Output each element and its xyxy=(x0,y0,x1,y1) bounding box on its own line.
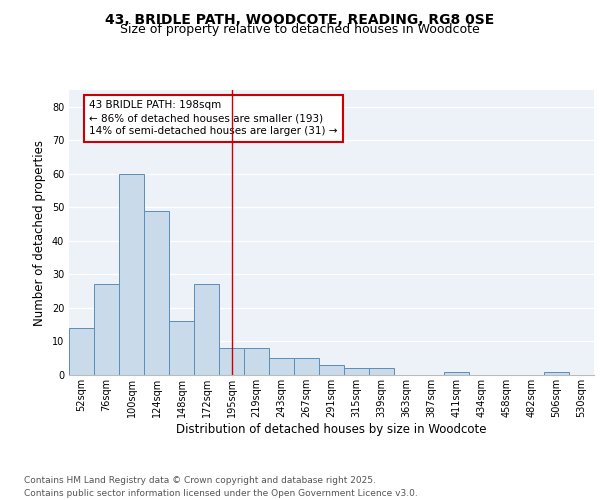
Bar xyxy=(344,368,369,375)
Bar xyxy=(169,322,194,375)
Bar xyxy=(444,372,469,375)
Bar xyxy=(69,328,94,375)
Y-axis label: Number of detached properties: Number of detached properties xyxy=(33,140,46,326)
Bar xyxy=(319,365,344,375)
Bar xyxy=(369,368,394,375)
Bar xyxy=(119,174,144,375)
Bar xyxy=(144,210,169,375)
Bar xyxy=(94,284,119,375)
Bar xyxy=(544,372,569,375)
Bar xyxy=(294,358,319,375)
Bar xyxy=(194,284,219,375)
X-axis label: Distribution of detached houses by size in Woodcote: Distribution of detached houses by size … xyxy=(176,422,487,436)
Text: 43 BRIDLE PATH: 198sqm
← 86% of detached houses are smaller (193)
14% of semi-de: 43 BRIDLE PATH: 198sqm ← 86% of detached… xyxy=(89,100,337,136)
Bar xyxy=(219,348,244,375)
Text: Size of property relative to detached houses in Woodcote: Size of property relative to detached ho… xyxy=(120,24,480,36)
Bar xyxy=(269,358,294,375)
Bar xyxy=(244,348,269,375)
Text: 43, BRIDLE PATH, WOODCOTE, READING, RG8 0SE: 43, BRIDLE PATH, WOODCOTE, READING, RG8 … xyxy=(106,12,494,26)
Text: Contains HM Land Registry data © Crown copyright and database right 2025.
Contai: Contains HM Land Registry data © Crown c… xyxy=(24,476,418,498)
